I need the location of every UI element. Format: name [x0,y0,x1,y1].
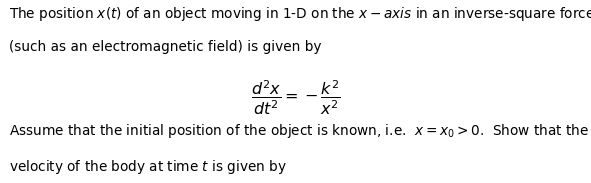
Text: velocity of the body at time $t$ is given by: velocity of the body at time $t$ is give… [9,158,287,176]
Text: Assume that the initial position of the object is known, i.e.  $x = x_0 > 0$.  S: Assume that the initial position of the … [9,122,589,140]
Text: The position $x(t)$ of an object moving in 1-D on the $x - \mathit{axis}$ in an : The position $x(t)$ of an object moving … [9,5,591,23]
Text: $\dfrac{d^2x}{dt^2} = -\dfrac{k^2}{x^2}$: $\dfrac{d^2x}{dt^2} = -\dfrac{k^2}{x^2}$ [251,79,340,117]
Text: (such as an electromagnetic field) is given by: (such as an electromagnetic field) is gi… [9,40,322,54]
